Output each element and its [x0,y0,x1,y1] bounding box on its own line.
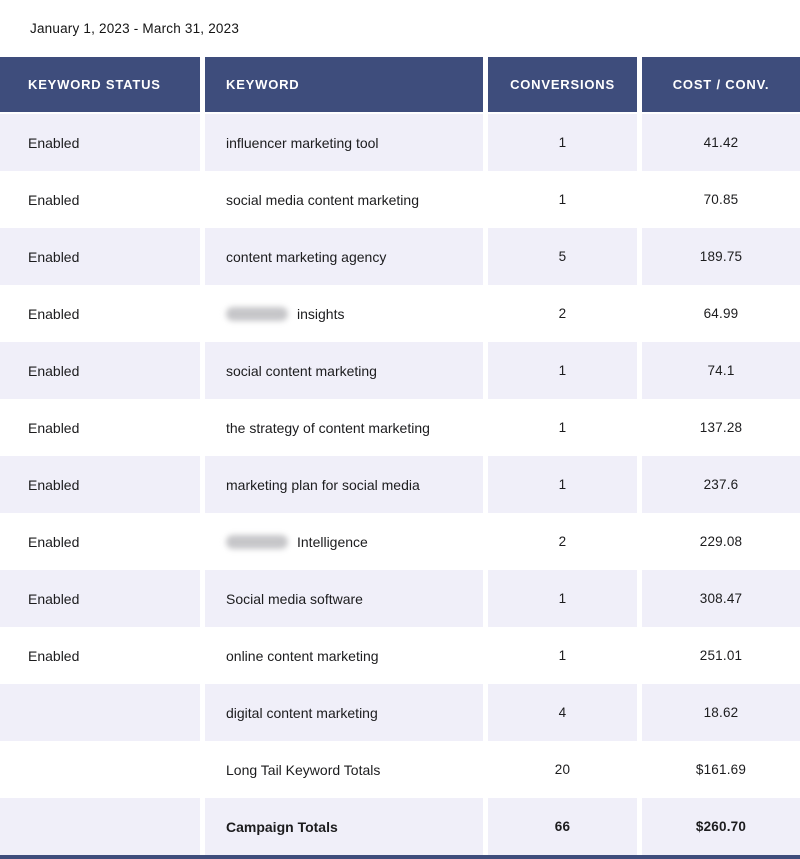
cost-per-conv-cell: 189.75 [642,228,800,285]
keyword-cell: content marketing agency [205,228,483,285]
conversions-cell: 5 [488,228,637,285]
keyword-text: marketing plan for social media [226,476,420,493]
conversions-cell: 2 [488,285,637,342]
keyword-status-cell: Enabled [0,456,200,513]
date-range-label: January 1, 2023 - March 31, 2023 [30,21,240,36]
table-row: Enabled social media content marketing 1… [0,171,800,228]
keyword-status-cell: Enabled [0,114,200,171]
keyword-status-cell: Enabled [0,627,200,684]
keyword-cell: online content marketing [205,627,483,684]
keyword-cell: influencer marketing tool [205,114,483,171]
cost-per-conv-cell: 229.08 [642,513,800,570]
keyword-status-cell: Enabled [0,570,200,627]
keyword-status-cell: Enabled [0,171,200,228]
table-row: Enabled influencer marketing tool 1 41.4… [0,114,800,171]
conversions-cell: 1 [488,399,637,456]
keyword-status-cell: Enabled [0,285,200,342]
keyword-cell: digital content marketing [205,684,483,741]
keyword-text: content marketing agency [226,248,387,265]
table-row: Enabled Social media software 1 308.47 [0,570,800,627]
keyword-text: digital content marketing [226,704,378,721]
table-row: Enabled the strategy of content marketin… [0,399,800,456]
keyword-cell: Campaign Totals [205,798,483,855]
table-row: Enabled Intelligence 2 229.08 [0,513,800,570]
keyword-text: social content marketing [226,362,377,379]
conversions-cell: 4 [488,684,637,741]
column-header-cost-per-conv[interactable]: COST / CONV. [642,57,800,112]
date-range-bar: January 1, 2023 - March 31, 2023 [0,0,800,57]
keyword-cell: Social media software [205,570,483,627]
table-row: Enabled online content marketing 1 251.0… [0,627,800,684]
conversions-cell: 1 [488,456,637,513]
cost-per-conv-cell: 41.42 [642,114,800,171]
keyword-text: social media content marketing [226,191,419,208]
table-row: Enabled insights 2 64.99 [0,285,800,342]
redacted-brand-blur [226,534,288,549]
conversions-cell: 1 [488,171,637,228]
cost-per-conv-cell: 70.85 [642,171,800,228]
keyword-text: Campaign Totals [226,818,338,835]
cost-per-conv-cell: 251.01 [642,627,800,684]
column-header-keyword[interactable]: KEYWORD [205,57,483,112]
keyword-text: Social media software [226,590,363,607]
conversions-cell: 1 [488,342,637,399]
conversions-cell: 66 [488,798,637,855]
keyword-text: influencer marketing tool [226,134,379,151]
keyword-cell: the strategy of content marketing [205,399,483,456]
keyword-text: the strategy of content marketing [226,419,430,436]
cost-per-conv-cell: 308.47 [642,570,800,627]
conversions-cell: 1 [488,114,637,171]
keyword-text: Long Tail Keyword Totals [226,761,381,778]
cost-per-conv-cell: 237.6 [642,456,800,513]
keyword-text: insights [297,305,345,322]
table-row: Enabled social content marketing 1 74.1 [0,342,800,399]
cost-per-conv-cell: 64.99 [642,285,800,342]
cost-per-conv-cell: $161.69 [642,741,800,798]
bottom-table-edge-strip [0,855,800,859]
conversions-cell: 1 [488,627,637,684]
keyword-text: Intelligence [297,533,368,550]
keyword-text: online content marketing [226,647,379,664]
cost-per-conv-cell: 137.28 [642,399,800,456]
keyword-status-cell: Enabled [0,513,200,570]
cost-per-conv-cell: $260.70 [642,798,800,855]
keyword-status-cell: Enabled [0,399,200,456]
redacted-brand-blur [226,306,288,321]
table-row: Long Tail Keyword Totals 20 $161.69 [0,741,800,798]
keyword-cell: Long Tail Keyword Totals [205,741,483,798]
keyword-status-cell: Enabled [0,342,200,399]
keyword-status-cell [0,741,200,798]
column-header-conversions[interactable]: CONVERSIONS [488,57,637,112]
table-body: Enabled influencer marketing tool 1 41.4… [0,114,800,855]
conversions-cell: 2 [488,513,637,570]
table-header-row: KEYWORD STATUS KEYWORD CONVERSIONS COST … [0,57,800,112]
cost-per-conv-cell: 74.1 [642,342,800,399]
conversions-cell: 20 [488,741,637,798]
keyword-cell: social content marketing [205,342,483,399]
column-header-keyword-status[interactable]: KEYWORD STATUS [0,57,200,112]
table-row: Enabled content marketing agency 5 189.7… [0,228,800,285]
keyword-cell: Intelligence [205,513,483,570]
keyword-cell: insights [205,285,483,342]
table-row: Enabled marketing plan for social media … [0,456,800,513]
keyword-status-cell: Enabled [0,228,200,285]
keyword-cell: social media content marketing [205,171,483,228]
cost-per-conv-cell: 18.62 [642,684,800,741]
conversions-cell: 1 [488,570,637,627]
keyword-status-cell [0,798,200,855]
table-row: digital content marketing 4 18.62 [0,684,800,741]
keyword-cell: marketing plan for social media [205,456,483,513]
keyword-status-cell [0,684,200,741]
table-row: Campaign Totals 66 $260.70 [0,798,800,855]
